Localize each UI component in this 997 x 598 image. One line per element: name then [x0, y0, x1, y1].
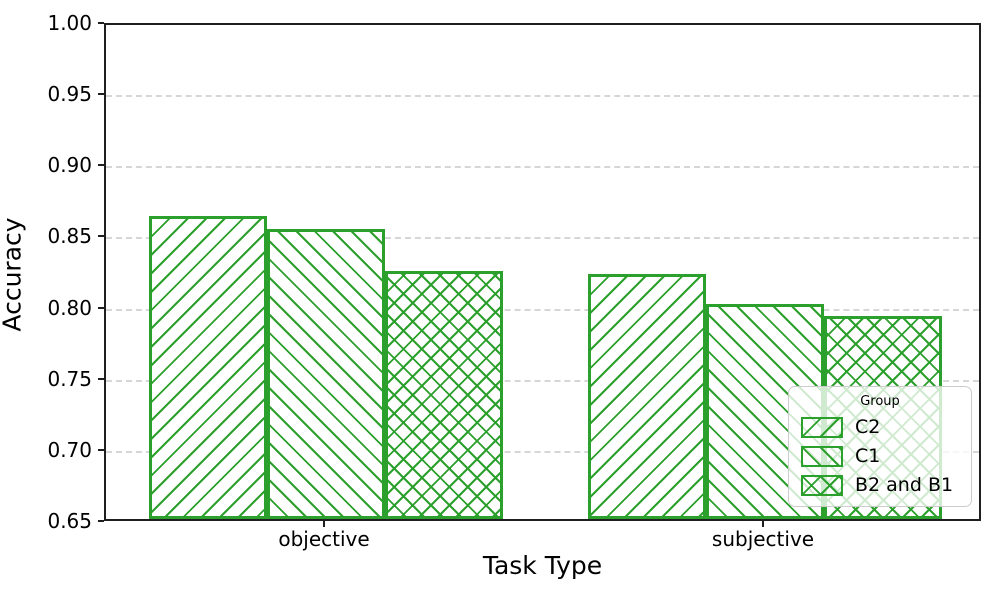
- x-tick-mark: [323, 521, 325, 527]
- y-tick-label-0.90: 0.90: [47, 153, 92, 178]
- y-tick-mark: [98, 22, 104, 24]
- y-axis-title: Accuracy: [0, 217, 27, 332]
- bar-subjective-c2: [588, 274, 707, 519]
- y-tick-mark: [98, 520, 104, 522]
- gridline-0.85: [106, 237, 979, 240]
- legend-swatch-cross-hatch-icon: [801, 474, 843, 496]
- y-tick-label-0.80: 0.80: [47, 295, 92, 320]
- bar-objective-c1: [267, 228, 385, 519]
- legend-label: C2: [855, 416, 881, 438]
- y-tick-mark: [98, 93, 104, 96]
- legend-row: C1: [801, 445, 959, 467]
- bar-objective-c2: [149, 215, 268, 519]
- y-tick-mark: [98, 306, 104, 309]
- y-tick-mark: [98, 235, 104, 238]
- gridline-0.90: [106, 166, 979, 169]
- legend-label: B2 and B1: [855, 474, 954, 496]
- y-tick-label-0.75: 0.75: [47, 366, 92, 391]
- y-tick-label-0.65: 0.65: [47, 509, 92, 533]
- legend-label: C1: [855, 445, 881, 467]
- gridline-0.95: [106, 95, 979, 98]
- y-tick-label-0.70: 0.70: [47, 437, 92, 462]
- gridline-0.70: [106, 450, 979, 453]
- legend-row: B2 and B1: [801, 474, 959, 496]
- x-tick-mark: [762, 521, 764, 527]
- gridline-0.80: [106, 308, 979, 311]
- y-tick-mark: [98, 164, 104, 167]
- legend-title: Group: [860, 394, 900, 409]
- x-axis-title: Task Type: [482, 551, 603, 580]
- bar-objective-b2-and-b1: [384, 271, 503, 519]
- plot-area: Group C2 C1 B2 and B1: [104, 23, 981, 521]
- y-tick-mark: [98, 377, 104, 380]
- legend-row: C2: [801, 416, 959, 438]
- x-tick-label-objective: objective: [278, 527, 370, 551]
- y-tick-mark: [98, 448, 104, 451]
- y-tick-label-0.85: 0.85: [47, 224, 92, 249]
- gridline-0.75: [106, 379, 979, 382]
- y-tick-label-1.00: 1.00: [47, 11, 92, 35]
- legend: Group C2 C1 B2 and B1: [788, 386, 972, 507]
- x-tick-label-subjective: subjective: [711, 527, 815, 551]
- legend-swatch-backward-hatch-icon: [801, 445, 843, 467]
- y-tick-label-0.95: 0.95: [47, 82, 92, 107]
- legend-swatch-forward-hatch-icon: [801, 416, 843, 438]
